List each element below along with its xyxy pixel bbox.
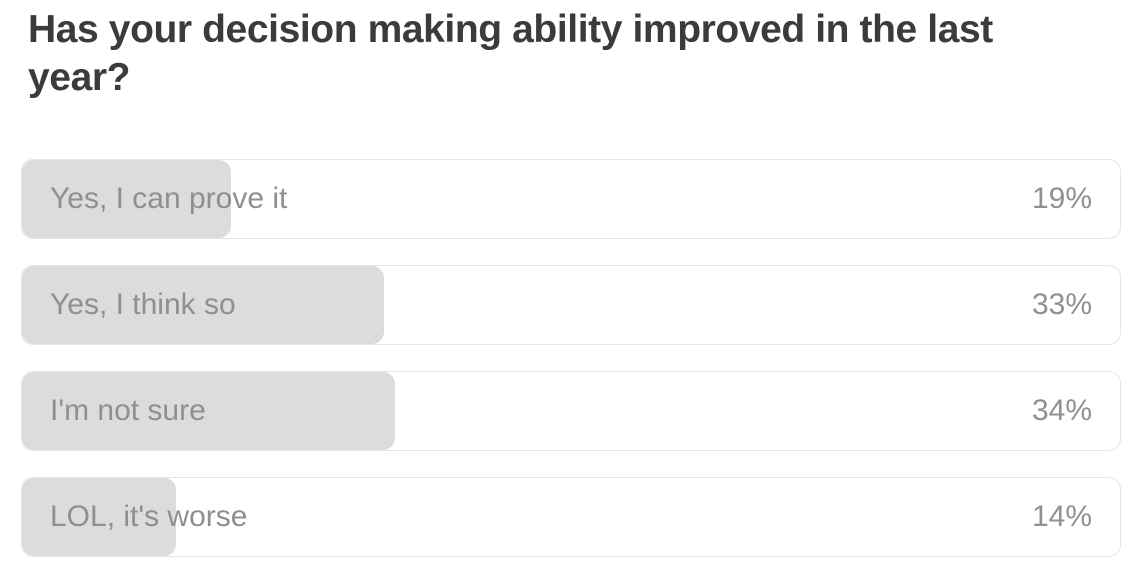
result-bar-fill bbox=[22, 160, 231, 238]
result-bar-fill bbox=[22, 266, 385, 344]
poll-option-row[interactable]: LOL, it's worse 14% bbox=[21, 477, 1121, 557]
option-label: Yes, I think so bbox=[50, 288, 236, 321]
poll-options-list: Yes, I can prove it 19% Yes, I think so … bbox=[21, 159, 1121, 557]
poll-option-row[interactable]: Yes, I think so 33% bbox=[21, 265, 1121, 345]
poll-option-row[interactable]: I'm not sure 34% bbox=[21, 371, 1121, 451]
poll-widget: Has your decision making ability improve… bbox=[0, 6, 1142, 557]
option-percent: 33% bbox=[1031, 288, 1092, 321]
option-label: LOL, it's worse bbox=[50, 500, 248, 533]
result-bar-fill bbox=[22, 478, 176, 556]
poll-option-row[interactable]: Yes, I can prove it 19% bbox=[21, 159, 1121, 239]
result-bar-fill bbox=[22, 372, 396, 450]
option-label: I'm not sure bbox=[50, 394, 206, 427]
option-percent: 34% bbox=[1031, 394, 1092, 427]
option-percent: 19% bbox=[1031, 182, 1092, 215]
option-percent: 14% bbox=[1031, 500, 1092, 533]
option-label: Yes, I can prove it bbox=[50, 182, 288, 215]
poll-question: Has your decision making ability improve… bbox=[28, 8, 993, 99]
